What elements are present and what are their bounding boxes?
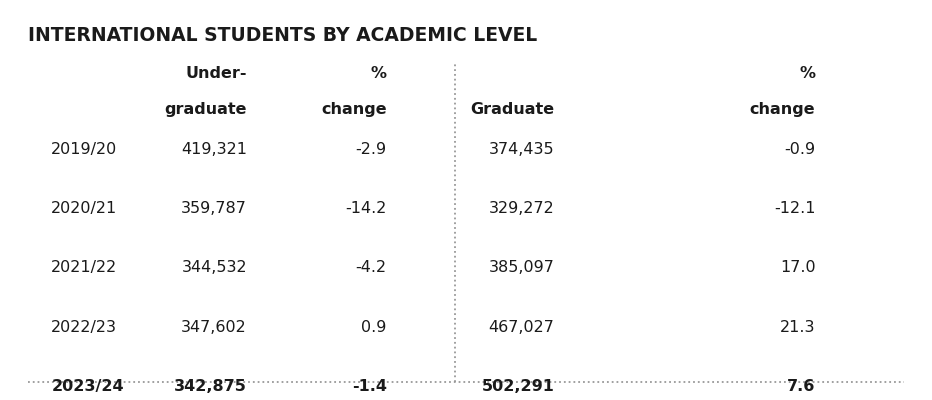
Text: 2020/21: 2020/21 bbox=[51, 201, 117, 216]
Text: 344,532: 344,532 bbox=[182, 260, 247, 275]
Text: 502,291: 502,291 bbox=[482, 379, 555, 394]
Text: graduate: graduate bbox=[164, 102, 247, 117]
Text: 2019/20: 2019/20 bbox=[51, 142, 117, 157]
Text: 7.6: 7.6 bbox=[788, 379, 816, 394]
Text: %: % bbox=[800, 66, 816, 81]
Text: INTERNATIONAL STUDENTS BY ACADEMIC LEVEL: INTERNATIONAL STUDENTS BY ACADEMIC LEVEL bbox=[28, 26, 537, 45]
Text: 21.3: 21.3 bbox=[780, 320, 816, 334]
Text: 2022/23: 2022/23 bbox=[51, 320, 117, 334]
Text: 329,272: 329,272 bbox=[488, 201, 555, 216]
Text: -0.9: -0.9 bbox=[785, 142, 816, 157]
Text: 2021/22: 2021/22 bbox=[51, 260, 117, 275]
Text: -2.9: -2.9 bbox=[356, 142, 387, 157]
Text: change: change bbox=[322, 102, 387, 117]
Text: 2023/24: 2023/24 bbox=[51, 379, 124, 394]
Text: 467,027: 467,027 bbox=[488, 320, 555, 334]
Text: -4.2: -4.2 bbox=[356, 260, 387, 275]
Text: Graduate: Graduate bbox=[471, 102, 555, 117]
Text: 419,321: 419,321 bbox=[181, 142, 247, 157]
Text: %: % bbox=[371, 66, 387, 81]
Text: 374,435: 374,435 bbox=[489, 142, 555, 157]
Text: -14.2: -14.2 bbox=[346, 201, 387, 216]
Text: 359,787: 359,787 bbox=[181, 201, 247, 216]
Text: -1.4: -1.4 bbox=[351, 379, 387, 394]
Text: change: change bbox=[750, 102, 816, 117]
Text: 17.0: 17.0 bbox=[780, 260, 816, 275]
Text: 347,602: 347,602 bbox=[181, 320, 247, 334]
Text: 0.9: 0.9 bbox=[362, 320, 387, 334]
Text: Under-: Under- bbox=[185, 66, 247, 81]
Text: 342,875: 342,875 bbox=[174, 379, 247, 394]
Text: -12.1: -12.1 bbox=[774, 201, 816, 216]
Text: 385,097: 385,097 bbox=[488, 260, 555, 275]
